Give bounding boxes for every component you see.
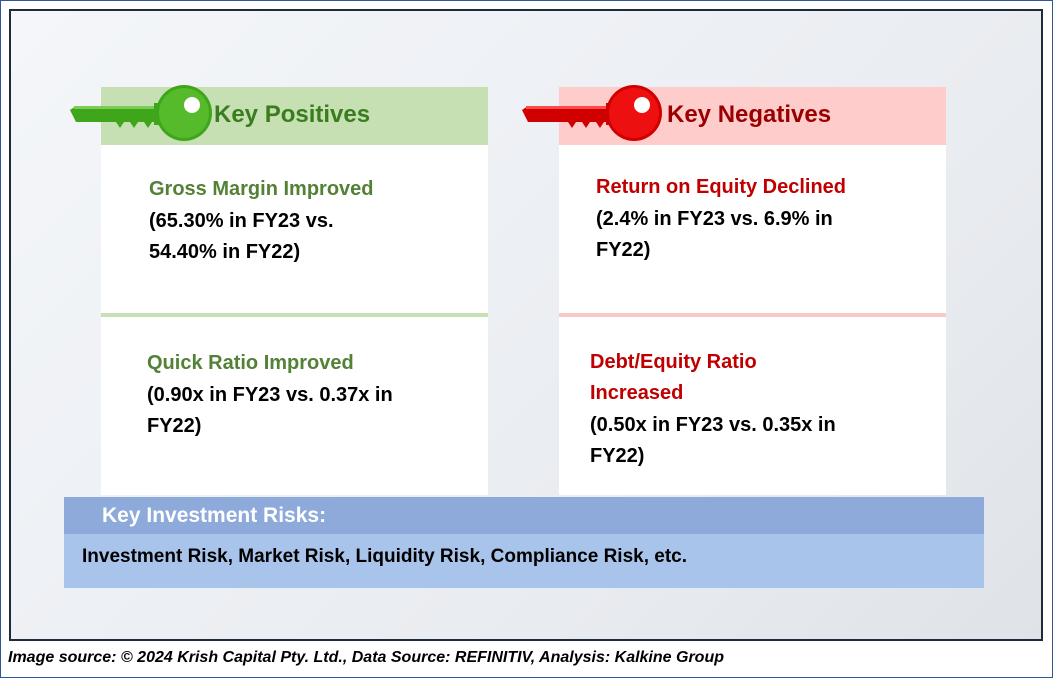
debt-equity-detail-line1: (0.50x in FY23 vs. 0.35x in xyxy=(590,414,836,436)
quick-ratio-detail-line1: (0.90x in FY23 vs. 0.37x in xyxy=(147,384,393,406)
roe-detail-line1: (2.4% in FY23 vs. 6.9% in xyxy=(596,208,833,230)
roe-detail-line2: FY22) xyxy=(596,239,651,261)
debt-equity-heading-line1: Debt/Equity Ratio xyxy=(590,351,757,373)
debt-equity-heading-line2: Increased xyxy=(590,382,684,404)
negatives-title: Key Negatives xyxy=(667,101,832,128)
risks-header: Key Investment Risks: xyxy=(64,497,984,534)
risks-title: Key Investment Risks: xyxy=(102,504,327,527)
gross-margin-heading: Gross Margin Improved xyxy=(149,178,374,200)
positives-column: Key Positives Gross Margin Improved (65.… xyxy=(101,87,488,495)
risks-text: Investment Risk, Market Risk, Liquidity … xyxy=(82,546,688,567)
negatives-column: Key Negatives Return on Equity Declined … xyxy=(559,87,946,495)
negatives-card-1: Return on Equity Declined (2.4% in FY23 … xyxy=(559,145,946,313)
debt-equity-detail-line2: FY22) xyxy=(590,445,645,467)
roe-heading: Return on Equity Declined xyxy=(596,176,847,198)
negatives-divider xyxy=(559,313,946,317)
negatives-card-2: Debt/Equity Ratio Increased (0.50x in FY… xyxy=(559,317,946,495)
positives-card-1: Gross Margin Improved (65.30% in FY23 vs… xyxy=(101,145,488,313)
image-source-caption: Image source: © 2024 Krish Capital Pty. … xyxy=(8,649,724,666)
gross-margin-detail-line2: 54.40% in FY22) xyxy=(149,241,301,263)
green-key-icon xyxy=(70,85,212,141)
gross-margin-detail-line1: (65.30% in FY23 vs. xyxy=(149,210,334,232)
quick-ratio-detail-line2: FY22) xyxy=(147,415,202,437)
positives-divider xyxy=(101,313,488,317)
risks-body: Investment Risk, Market Risk, Liquidity … xyxy=(64,534,984,588)
positives-title: Key Positives xyxy=(214,101,371,128)
positives-card-2: Quick Ratio Improved (0.90x in FY23 vs. … xyxy=(101,317,488,495)
quick-ratio-heading: Quick Ratio Improved xyxy=(147,352,354,374)
red-key-icon xyxy=(522,85,662,141)
